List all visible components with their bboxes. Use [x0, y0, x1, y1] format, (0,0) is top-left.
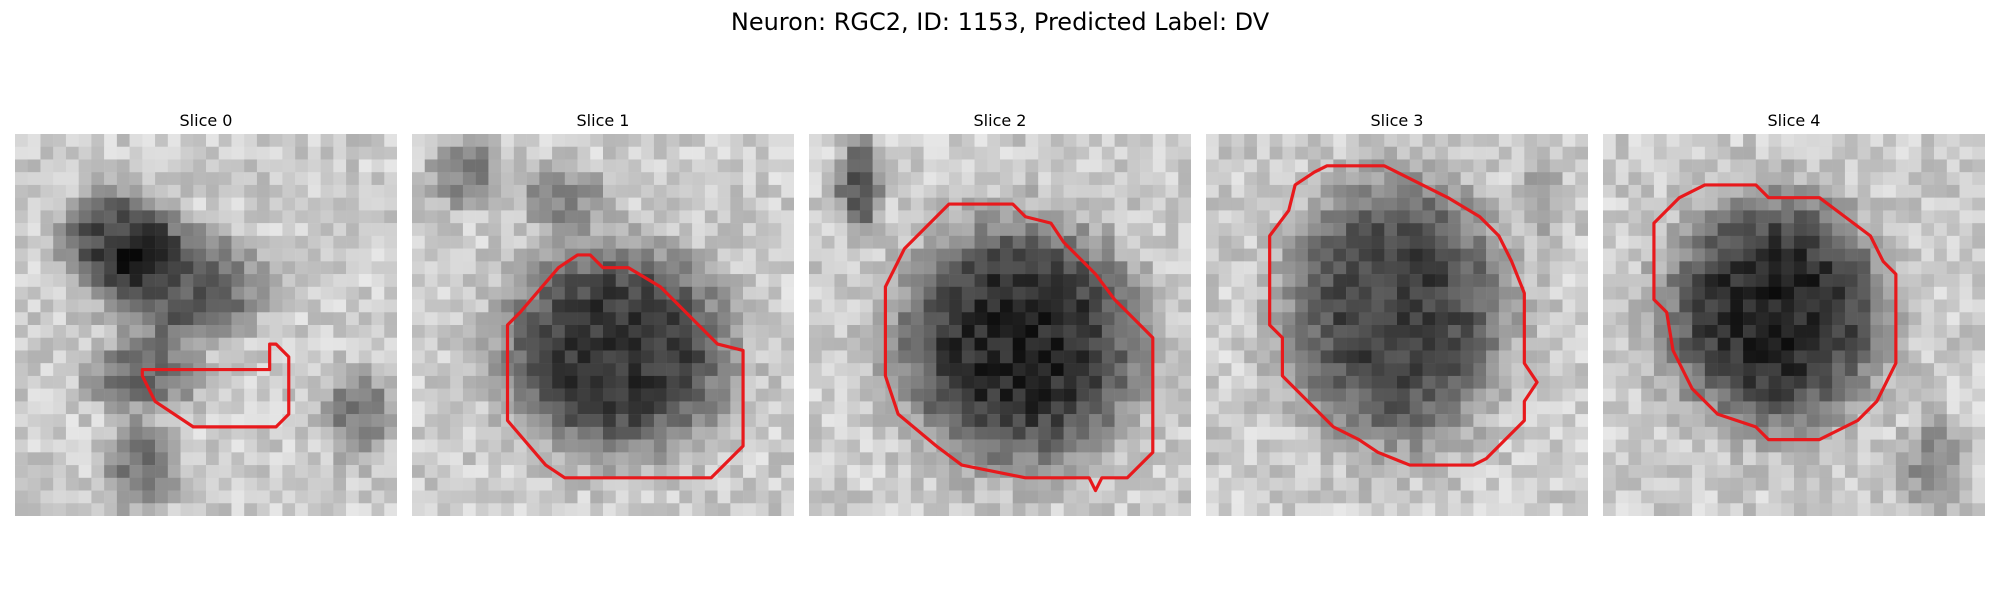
- cell-contour-0: [140, 342, 291, 429]
- slice-title-3: Slice 3: [1370, 111, 1424, 130]
- slice-image-1: [412, 134, 794, 516]
- slice-image-2: [809, 134, 1191, 516]
- figure-title: Neuron: RGC2, ID: 1153, Predicted Label:…: [730, 8, 1270, 36]
- slice-title-0: Slice 0: [179, 111, 233, 130]
- pixel-grid-1: [412, 134, 794, 516]
- cell-contour-3: [1268, 164, 1539, 467]
- slice-panel-2: Slice 2: [809, 110, 1191, 516]
- slice-title-4: Slice 4: [1767, 111, 1821, 130]
- cell-contour-1: [505, 253, 745, 480]
- pixel-grid-2: [809, 134, 1191, 516]
- cell-contour-2: [883, 202, 1155, 493]
- pixel-grid-4: [1603, 134, 1985, 516]
- slice-title-2: Slice 2: [973, 111, 1027, 130]
- slice-image-3: [1206, 134, 1588, 516]
- slice-image-4: [1603, 134, 1985, 516]
- slice-panel-1: Slice 1: [412, 110, 794, 516]
- cell-contour-4: [1652, 183, 1898, 442]
- slice-title-1: Slice 1: [576, 111, 630, 130]
- slice-panel-4: Slice 4: [1603, 110, 1985, 516]
- slice-image-0: [15, 134, 397, 516]
- pixel-grid-3: [1206, 134, 1588, 516]
- pixel-grid-0: [15, 134, 397, 516]
- slice-panel-0: Slice 0: [15, 110, 397, 516]
- slice-panel-3: Slice 3: [1206, 110, 1588, 516]
